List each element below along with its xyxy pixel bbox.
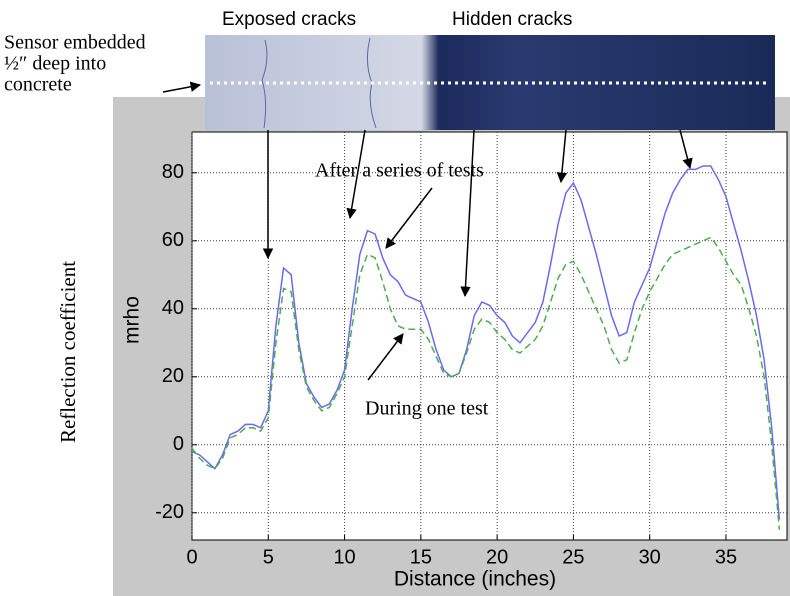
- crack: [261, 39, 268, 129]
- series-annotation: After a series of tests: [315, 160, 484, 182]
- arrow: [460, 129, 475, 298]
- outer-y-label: Reflection coefficient: [56, 261, 80, 443]
- series-annotation: During one test: [365, 398, 489, 420]
- y-tick-label: 80: [162, 161, 184, 183]
- x-tick-label: 0: [186, 546, 197, 568]
- x-tick-label: 35: [715, 546, 737, 568]
- sensor-label: Sensor embedded: [4, 32, 146, 54]
- x-tick-label: 5: [263, 546, 274, 568]
- arrow: [162, 81, 202, 93]
- sensor-label: ½″ deep into: [4, 53, 106, 75]
- arrow: [346, 129, 366, 220]
- series-line: [191, 236, 781, 530]
- arrow: [679, 129, 693, 170]
- y-tick-label: 40: [162, 297, 184, 319]
- x-tick-label: 30: [639, 546, 661, 568]
- arrow: [367, 333, 404, 381]
- x-tick-label: 20: [486, 546, 508, 568]
- photo-label: Hidden cracks: [452, 9, 572, 30]
- photo-label: Exposed cracks: [222, 9, 356, 30]
- series-line: [191, 165, 781, 520]
- x-tick-label: 25: [562, 546, 584, 568]
- sensor-label: concrete: [4, 74, 72, 96]
- x-tick-label: 15: [410, 546, 432, 568]
- y-tick-label: -20: [155, 501, 184, 523]
- arrow: [385, 187, 433, 249]
- x-axis-label: Distance (inches): [394, 568, 556, 591]
- y-tick-label: 60: [162, 229, 184, 251]
- y-tick-label: 20: [162, 365, 184, 387]
- x-tick-label: 10: [333, 546, 355, 568]
- y-tick-label: 0: [173, 433, 184, 455]
- y-axis-label: mrho: [121, 296, 144, 344]
- arrow: [556, 129, 568, 184]
- plot-area: [191, 131, 788, 541]
